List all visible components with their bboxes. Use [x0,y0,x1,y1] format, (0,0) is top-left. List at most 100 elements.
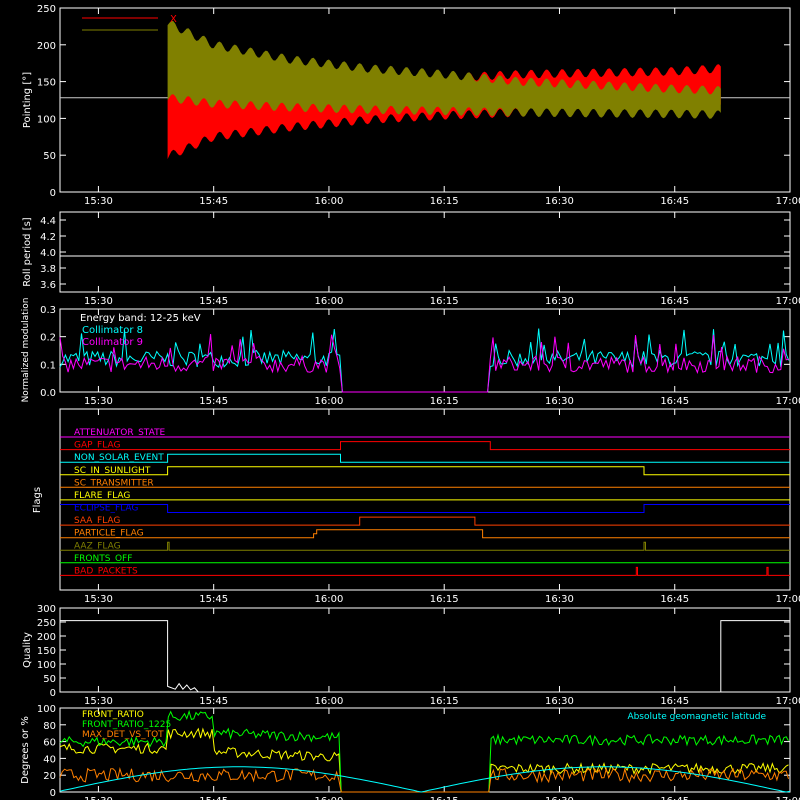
flag-label: ATTENUATOR_STATE [74,428,166,438]
pointing-envelope-y [167,20,721,119]
flag-label: FLARE_FLAG [74,491,130,501]
flag-line-sc_in_sunlight [60,466,790,476]
x-tick-label: 17:00 [776,196,800,207]
panel-frame-quality [59,607,791,693]
flag-label: ECLIPSE_FLAG [74,504,138,514]
x-tick-label: 16:30 [545,396,574,407]
y-tick-label: 0.1 [40,360,56,371]
y-tick-label: 200 [37,41,56,52]
panel-frame-pointing [59,7,791,193]
flag-line-non_solar_event [60,453,790,463]
x-tick-label: 15:45 [199,396,228,407]
x-tick-label: 16:00 [315,196,344,207]
x-tick-label: 15:45 [199,796,228,800]
y-tick-label: 200 [37,632,56,643]
flag-line-particle_flag [60,529,790,539]
y-tick-label: 150 [37,78,56,89]
y-tick-label: 20 [43,771,56,782]
x-tick-label: 16:00 [315,696,344,707]
flag-label: GAP_FLAG [74,441,120,451]
y-axis-label: Flags [32,487,43,513]
flag-line-gap_flag [60,441,790,451]
y-tick-label: 3.8 [40,264,56,275]
ratio-series-3 [59,766,791,793]
y-tick-label: 150 [37,646,56,657]
x-tick-label: 16:15 [430,796,459,800]
x-tick-label: 15:45 [199,696,228,707]
y-tick-label: 40 [43,754,56,765]
x-tick-label: 16:15 [430,196,459,207]
y-tick-label: 250 [37,618,56,629]
x-tick-label: 15:45 [199,196,228,207]
y-tick-label: 0.0 [40,388,56,399]
quality-line [60,620,790,693]
x-tick-label: 16:15 [430,296,459,307]
x-tick-label: 17:00 [776,594,800,605]
legend-label: FRONT_RATIO [82,710,144,720]
y-tick-label: 0.3 [40,305,56,316]
flag-label: PARTICLE_FLAG [74,529,144,539]
y-tick-label: 80 [43,721,56,732]
flag-label: NON_SOLAR_EVENT [74,453,164,463]
x-tick-label: 15:30 [84,396,113,407]
y-axis-label: Normalized modulation [21,298,31,403]
flag-label: AAZ_FLAG [74,541,121,551]
flag-line-bad_packets [60,566,790,576]
legend-label: FRONT_RATIO_1225 [82,720,171,730]
x-tick-label: 17:00 [776,296,800,307]
x-tick-label: 16:45 [660,796,689,800]
flag-label: FRONTS_OFF [74,554,132,564]
y-axis-label: Roll period [s] [22,217,33,286]
y-tick-label: 100 [37,660,56,671]
y-tick-label: 60 [43,738,56,749]
x-tick-label: 15:30 [84,296,113,307]
y-tick-label: 0.2 [40,333,56,344]
y-tick-label: 50 [43,151,56,162]
y-tick-label: 50 [43,674,56,685]
x-tick-label: 16:15 [430,396,459,407]
x-tick-label: 16:15 [430,594,459,605]
y-tick-label: 100 [37,704,56,715]
y-tick-label: 0 [50,188,56,199]
flag-label: BAD_PACKETS [74,566,138,576]
y-tick-label: 0 [50,688,56,699]
y-axis-label: Quality [22,632,33,668]
x-tick-label: 16:00 [315,296,344,307]
y-tick-label: 4.0 [40,248,56,259]
x-tick-label: 16:00 [315,796,344,800]
ratio-series-2 [59,766,789,793]
y-axis-label: Pointing [°] [22,72,33,128]
y-tick-label: 3.6 [40,280,56,291]
x-tick-label: 16:30 [545,196,574,207]
legend-label: X [170,14,177,25]
flag-line-saa_flag [60,516,790,526]
x-tick-label: 16:45 [660,696,689,707]
y-tick-label: 100 [37,114,56,125]
x-tick-label: 16:30 [545,796,574,800]
x-tick-label: 15:45 [199,296,228,307]
modulation-series-0 [59,328,790,393]
x-tick-label: 16:45 [660,396,689,407]
x-tick-label: 17:00 [776,396,800,407]
x-tick-label: 16:45 [660,296,689,307]
modulation-series-1 [59,333,789,393]
x-tick-label: 17:00 [776,696,800,707]
y-axis-label: Degrees or % [20,716,31,784]
flag-label: SAA_FLAG [74,516,120,526]
y-tick-label: 250 [37,4,56,15]
y-tick-label: 4.4 [40,216,56,227]
x-tick-label: 15:30 [84,696,113,707]
panel-frame-roll [59,211,791,293]
x-tick-label: 16:45 [660,196,689,207]
legend-label: Absolute geomagnetic latitude [627,712,766,722]
x-tick-label: 16:15 [430,696,459,707]
x-tick-label: 16:00 [315,594,344,605]
x-tick-label: 16:30 [545,594,574,605]
x-tick-label: 16:30 [545,696,574,707]
x-tick-label: 16:30 [545,296,574,307]
legend-label: Collimator 9 [82,337,143,348]
x-tick-label: 15:30 [84,594,113,605]
x-tick-label: 15:30 [84,196,113,207]
legend-label: MAX_DET_VS_TOT [82,730,164,740]
